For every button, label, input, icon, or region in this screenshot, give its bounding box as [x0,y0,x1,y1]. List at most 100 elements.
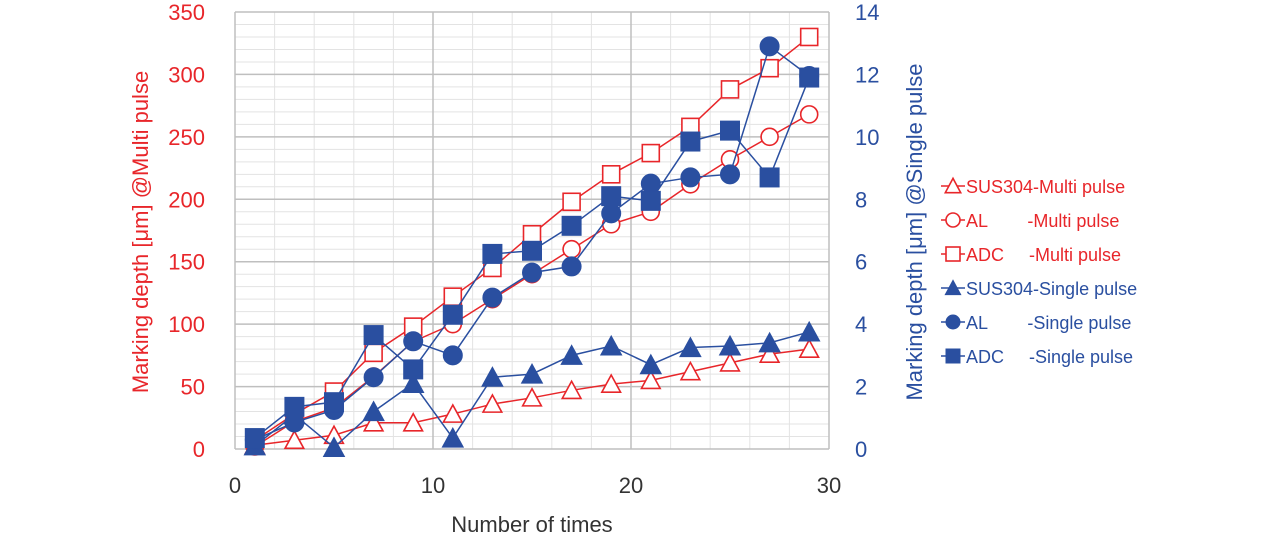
legend-item: SUS304-Single pulse [941,279,1137,299]
data-point [284,396,305,417]
data-point [679,336,702,358]
legend-label: SUS304-Multi pulse [966,177,1125,197]
data-point [601,186,622,207]
x-tick-label: 0 [229,473,241,498]
data-point [760,127,779,147]
y-right-tick-label: 0 [855,437,867,462]
data-point [403,359,424,380]
legend-label: AL -Multi pulse [966,211,1119,231]
series-group [243,27,821,457]
data-point [720,80,740,99]
y-left-tick-label: 150 [168,250,205,275]
data-point [562,239,581,259]
x-axis-title: Number of times [451,512,612,536]
y-axis-left-ticks: 0 50 100 150 200 250 300 350 [168,0,205,462]
data-point [799,27,819,47]
y-right-tick-label: 12 [855,62,879,87]
data-point [441,427,465,448]
data-point [720,164,740,185]
legend-marker [944,279,962,296]
x-tick-label: 30 [817,473,841,498]
data-point [758,343,781,363]
x-axis-ticks: 0 10 20 30 [229,473,841,498]
data-point [561,215,582,236]
data-point [719,352,741,372]
series-3 [243,320,821,457]
data-point [797,320,821,342]
legend: SUS304-Multi pulse AL -Multi pulse ADC -Mu… [941,176,1137,367]
data-point [364,343,383,363]
y-left-tick-label: 50 [181,375,205,400]
data-point [680,131,701,152]
y-right-tick-label: 6 [855,250,867,275]
y-right-tick-label: 10 [855,125,879,150]
grid [234,11,830,450]
data-point [640,190,661,211]
series-2 [245,27,819,450]
data-point [442,304,463,325]
y-right-tick-label: 14 [855,0,879,25]
data-point [522,240,542,261]
data-point [481,366,504,387]
y-right-tick-label: 4 [855,312,867,337]
data-point [640,369,662,390]
y-left-tick-label: 0 [193,437,205,462]
data-point [520,363,544,384]
y-left-tick-label: 200 [168,187,205,212]
legend-item: ADC -Single pulse [941,347,1133,367]
legend-item: AL -Multi pulse [941,211,1119,231]
data-point [679,360,702,381]
data-point [362,400,385,422]
data-point [798,338,820,358]
data-point [759,167,780,188]
data-point [522,262,542,283]
data-point [560,344,583,365]
y-axis-right-ticks: 0 2 4 6 8 10 12 14 [855,0,879,462]
legend-label: ADC -Multi pulse [966,245,1121,265]
y-left-tick-label: 100 [168,312,205,337]
x-tick-label: 10 [421,473,445,498]
series-5 [244,67,820,449]
data-point [403,331,424,352]
data-point [443,287,463,306]
legend-marker [945,348,961,364]
data-point [283,429,306,450]
legend-marker [943,176,963,194]
y-left-tick-label: 350 [168,0,205,25]
data-point [639,353,663,375]
data-point [601,203,622,224]
data-point [600,373,622,393]
data-point [601,165,621,184]
y-right-tick-label: 2 [855,375,867,400]
data-point [482,287,503,308]
data-point [799,105,819,124]
legend-item: AL -Single pulse [941,313,1131,333]
y-right-tick-label: 8 [855,187,867,212]
series-0 [244,338,820,455]
data-point [322,436,346,457]
legend-label: SUS304-Single pulse [966,279,1137,299]
data-point [324,392,344,413]
data-point [362,412,385,432]
y-left-tick-label: 250 [168,125,205,150]
data-point [363,367,384,388]
data-point [560,379,583,400]
data-point [522,224,542,244]
data-point [641,143,661,163]
data-point [244,428,265,449]
data-point [442,403,464,423]
legend-marker [945,212,961,228]
data-point [680,167,701,188]
legend-marker [945,246,961,262]
legend-item: SUS304-Multi pulse [941,176,1125,197]
data-point [759,36,780,57]
data-point [401,372,425,393]
data-point [442,345,463,366]
y-axis-right-title: Marking depth [μm] @Single pulse [902,63,927,400]
data-point [402,412,424,432]
x-tick-label: 20 [619,473,643,498]
y-axis-left-title: Marking depth [μm] @Multi pulse [128,71,153,393]
data-point [521,387,543,407]
data-point [760,58,779,78]
